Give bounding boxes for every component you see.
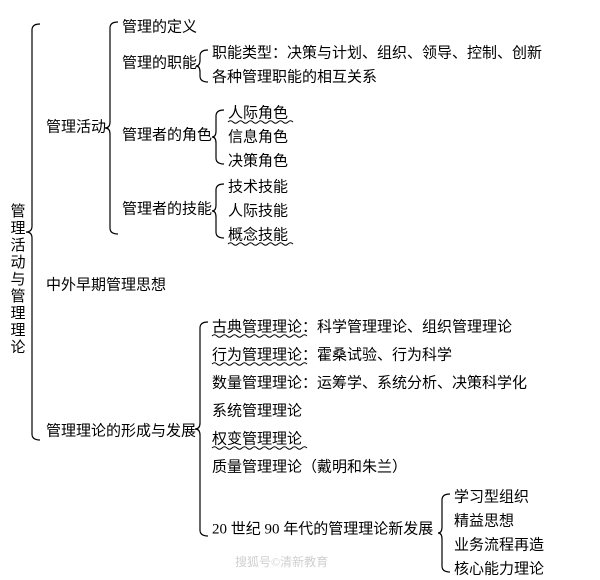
- svg-text:职能类型：决策与计划、组织、领导、控制、创新: 职能类型：决策与计划、组织、领导、控制、创新: [212, 44, 542, 61]
- svg-text:理: 理: [10, 221, 25, 237]
- svg-text:信息角色: 信息角色: [228, 128, 288, 145]
- svg-text:人际技能: 人际技能: [228, 202, 288, 219]
- svg-text:技术技能: 技术技能: [228, 178, 288, 195]
- svg-text:概念技能: 概念技能: [228, 225, 288, 243]
- svg-text:管理者的角色: 管理者的角色: [122, 126, 212, 143]
- svg-text:中外早期管理思想: 中外早期管理思想: [46, 276, 166, 293]
- svg-text:各种管理职能的相互关系: 各种管理职能的相互关系: [212, 68, 377, 85]
- svg-text:业务流程再造: 业务流程再造: [454, 536, 544, 553]
- svg-text:数量管理理论：运筹学、系统分析、决策科学化: 数量管理理论：运筹学、系统分析、决策科学化: [212, 374, 527, 391]
- svg-text:决策角色: 决策角色: [228, 152, 288, 169]
- svg-text:管: 管: [10, 288, 25, 305]
- svg-text:权变管理理论: 权变管理理论: [212, 430, 302, 447]
- svg-text:精益思想: 精益思想: [454, 512, 514, 529]
- svg-text:管理的定义: 管理的定义: [122, 18, 197, 35]
- svg-text:管理活动: 管理活动: [46, 118, 106, 135]
- svg-text:古典管理理论：科学管理理论、组织管理理论: 古典管理理论：科学管理理论、组织管理理论: [212, 318, 512, 335]
- svg-text:管理理论的形成与发展: 管理理论的形成与发展: [46, 422, 196, 439]
- svg-text:与: 与: [10, 271, 25, 288]
- svg-text:管: 管: [10, 203, 25, 220]
- svg-text:论: 论: [10, 339, 25, 356]
- svg-text:管理的职能: 管理的职能: [122, 54, 197, 71]
- svg-text:搜狐号©清新教育: 搜狐号©清新教育: [235, 554, 328, 569]
- svg-text:20 世纪 90 年代的管理理论新发展: 20 世纪 90 年代的管理理论新发展: [212, 520, 433, 537]
- svg-text:管理者的技能: 管理者的技能: [122, 200, 212, 217]
- svg-text:活: 活: [10, 237, 25, 254]
- svg-text:核心能力理论: 核心能力理论: [454, 560, 544, 577]
- svg-text:人际角色: 人际角色: [228, 104, 288, 121]
- svg-text:学习型组织: 学习型组织: [454, 488, 529, 505]
- svg-text:行为管理理论：霍桑试验、行为科学: 行为管理理论：霍桑试验、行为科学: [212, 346, 452, 363]
- svg-text:系统管理理论: 系统管理理论: [212, 402, 302, 419]
- tree-diagram: 管理活动与管理理论管理活动管理的定义管理的职能职能类型：决策与计划、组织、领导、…: [0, 0, 600, 580]
- svg-text:理: 理: [10, 306, 25, 322]
- svg-text:动: 动: [10, 254, 25, 271]
- svg-text:理: 理: [10, 323, 25, 339]
- svg-text:质量管理理论（戴明和朱兰）: 质量管理理论（戴明和朱兰）: [212, 458, 407, 475]
